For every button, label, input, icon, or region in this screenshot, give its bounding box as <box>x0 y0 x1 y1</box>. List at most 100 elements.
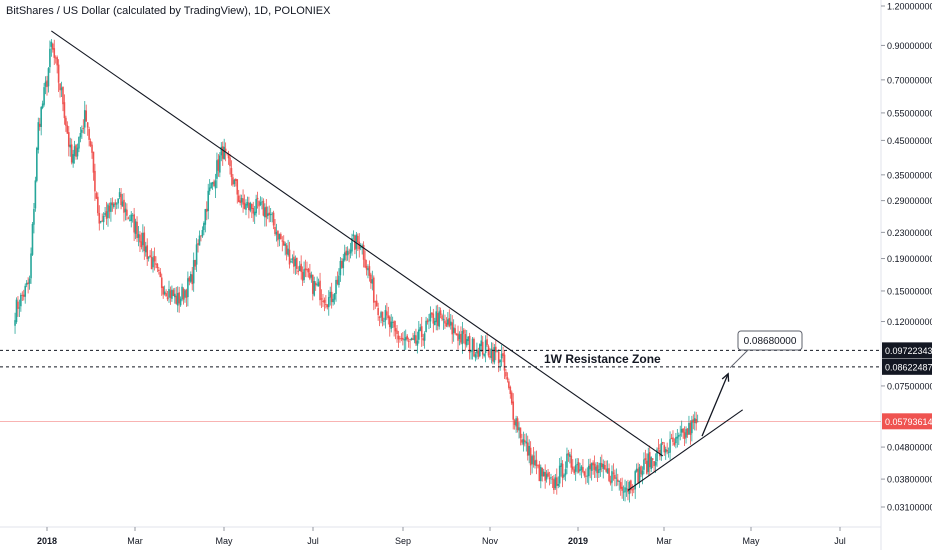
candle-body <box>473 338 475 357</box>
candle-body <box>149 255 151 258</box>
candle-body <box>651 458 654 461</box>
candle-body <box>133 214 135 233</box>
candle-body <box>664 449 667 453</box>
candle-body <box>67 132 70 147</box>
candle-body <box>537 465 539 467</box>
target-price-callout[interactable] <box>737 330 803 351</box>
candle-body <box>208 187 211 192</box>
candle-body <box>397 335 400 340</box>
candle-body <box>220 146 223 156</box>
candle-body <box>83 110 86 128</box>
candle-body <box>422 338 424 341</box>
candle-body <box>333 293 336 300</box>
y-tick-label: 1.20000000 <box>887 2 932 12</box>
candle-body <box>451 322 454 335</box>
candle-body <box>634 471 637 490</box>
candle-body <box>76 147 79 157</box>
candle-body <box>15 299 18 323</box>
candle-body <box>500 353 503 359</box>
candle-body <box>62 86 64 105</box>
candle-body <box>606 468 609 474</box>
candle-body <box>266 213 269 216</box>
candle-body <box>693 418 696 423</box>
trendline[interactable] <box>51 30 664 457</box>
candle-body <box>57 64 60 83</box>
candle-body <box>21 294 24 296</box>
candle-body <box>101 220 103 222</box>
candle-body <box>429 313 432 322</box>
candle-body <box>638 467 641 482</box>
candle-body <box>619 482 622 489</box>
candle-body <box>139 234 141 243</box>
candle-body <box>688 423 690 435</box>
candle-body <box>27 282 29 285</box>
candle-body <box>60 87 63 91</box>
candle-body <box>383 320 385 322</box>
candle-body <box>483 354 485 356</box>
candle-body <box>185 289 188 298</box>
candle-body <box>438 311 440 327</box>
candle-body <box>365 265 368 270</box>
candle-body <box>648 452 651 468</box>
candle-body <box>515 418 517 427</box>
candle-body <box>532 455 535 465</box>
candle-body <box>175 295 178 304</box>
candle-body <box>44 81 47 87</box>
candle-body <box>230 168 233 178</box>
candle-body <box>481 341 484 355</box>
candle-body <box>375 300 378 307</box>
candle-body <box>632 488 635 490</box>
candle-body <box>535 459 538 466</box>
candle-body <box>496 350 499 352</box>
candle-body <box>25 282 28 285</box>
projection-arrow[interactable] <box>701 373 729 437</box>
candle-body <box>615 477 618 479</box>
candle-body <box>386 311 388 316</box>
candle-body <box>41 103 44 108</box>
candle-body <box>412 338 414 340</box>
candle-body <box>677 435 680 437</box>
candle-body <box>264 207 266 218</box>
candle-body <box>510 392 513 404</box>
candle-body <box>110 202 112 212</box>
candle-body <box>490 348 493 358</box>
candle-body <box>213 181 215 187</box>
candle-body <box>603 464 606 470</box>
candle-body <box>433 320 436 326</box>
candle-body <box>637 468 639 483</box>
candle-body <box>320 298 323 300</box>
candle-body <box>561 463 564 478</box>
candle-body <box>296 257 298 269</box>
candle-body <box>666 450 668 452</box>
candle-body <box>258 201 260 207</box>
candle-body <box>49 48 51 68</box>
candle-body <box>612 472 615 474</box>
candle-body <box>521 439 523 443</box>
candle-body <box>622 491 625 493</box>
candle-body <box>574 465 577 472</box>
price-axis[interactable]: 1.20000000 0.90000000 0.70000000 0.55000000… <box>881 2 932 513</box>
candle-body <box>657 447 660 449</box>
candle-body <box>505 371 507 377</box>
candle-body <box>134 221 137 234</box>
candle-body <box>229 157 231 167</box>
time-axis[interactable]: 2018 Mar May Jul Sep Nov 2019 Mar May Jul <box>37 527 846 546</box>
y-tick-label: 0.45000000 <box>887 136 932 146</box>
candle-body <box>59 83 61 91</box>
candle-body <box>52 43 54 50</box>
candle-body <box>484 340 487 354</box>
candle-body <box>458 334 461 340</box>
current-price-tag <box>882 413 932 430</box>
candle-body <box>435 311 438 323</box>
candle-body <box>444 320 446 324</box>
trendline[interactable] <box>627 409 744 491</box>
candle-body <box>338 275 340 286</box>
candle-body <box>297 270 300 272</box>
candle-body <box>304 268 307 271</box>
candle-body <box>281 240 284 242</box>
candle-body <box>659 449 661 457</box>
candle-body <box>371 279 374 284</box>
candle-body <box>381 311 384 321</box>
candle-body <box>538 464 541 482</box>
